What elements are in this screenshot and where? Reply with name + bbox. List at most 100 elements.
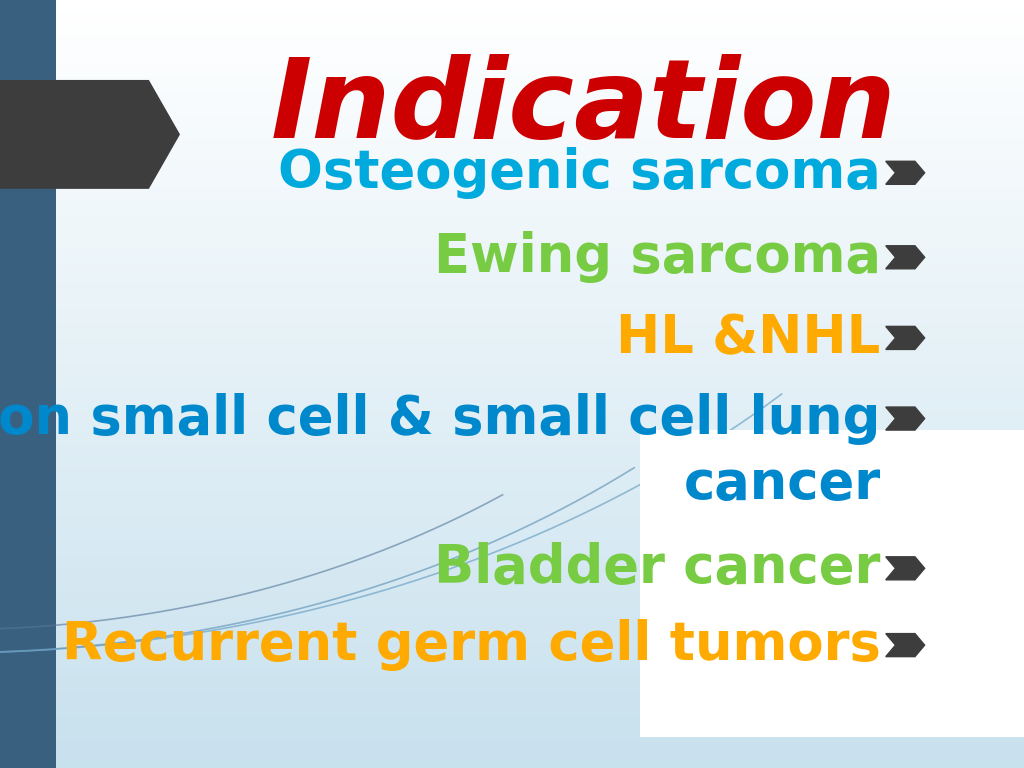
Bar [0, 271, 1024, 274]
Bar [0, 338, 1024, 340]
Bar [0, 578, 1024, 581]
Bar [0, 0, 56, 768]
Bar [0, 415, 1024, 417]
Polygon shape [886, 407, 925, 430]
Polygon shape [886, 557, 925, 580]
Bar [0, 384, 1024, 386]
Bar [0, 31, 1024, 33]
Bar [0, 601, 1024, 604]
Bar [0, 169, 1024, 171]
Bar [0, 689, 1024, 691]
Bar [0, 591, 1024, 594]
Bar [0, 13, 1024, 15]
Bar [0, 297, 1024, 300]
Bar [0, 213, 1024, 215]
Bar [0, 448, 1024, 451]
Bar [0, 684, 1024, 686]
Bar [0, 614, 1024, 617]
Bar [0, 79, 1024, 82]
Bar [0, 330, 1024, 333]
Bar [0, 635, 1024, 637]
Bar [0, 530, 1024, 532]
Bar [0, 44, 1024, 46]
Bar [0, 471, 1024, 474]
Bar [0, 179, 1024, 182]
Bar [0, 102, 1024, 105]
Bar [0, 323, 1024, 325]
Bar [0, 141, 1024, 144]
Bar [0, 399, 1024, 402]
Bar [640, 430, 1024, 737]
Bar [0, 722, 1024, 724]
Bar [0, 217, 1024, 220]
Bar [0, 750, 1024, 753]
Bar [0, 589, 1024, 591]
Bar [0, 482, 1024, 484]
Bar [0, 192, 1024, 194]
Bar [0, 666, 1024, 668]
Bar [0, 735, 1024, 737]
Bar [0, 643, 1024, 645]
Bar [0, 300, 1024, 302]
Bar [0, 194, 1024, 197]
Bar [0, 515, 1024, 517]
Bar [0, 190, 1024, 192]
Bar [0, 455, 1024, 458]
Bar [0, 709, 1024, 712]
Bar [0, 159, 1024, 161]
Bar [0, 532, 1024, 535]
Bar [0, 494, 1024, 497]
Bar [0, 499, 1024, 502]
Bar [0, 113, 1024, 115]
Bar [0, 121, 1024, 123]
Bar [0, 313, 1024, 315]
Bar [0, 555, 1024, 558]
Bar [0, 753, 1024, 755]
Bar [0, 543, 1024, 545]
Bar [0, 394, 1024, 397]
Bar [0, 82, 1024, 84]
Bar [0, 215, 1024, 217]
Text: Non small cell & small cell lung: Non small cell & small cell lung [0, 392, 881, 445]
Bar [0, 512, 1024, 515]
Bar [0, 240, 1024, 243]
Bar [0, 233, 1024, 236]
Bar [0, 167, 1024, 169]
Bar [0, 210, 1024, 213]
Bar [0, 407, 1024, 409]
Bar [0, 670, 1024, 674]
Bar [0, 676, 1024, 678]
Bar [0, 202, 1024, 205]
Bar [0, 266, 1024, 269]
Bar [0, 630, 1024, 632]
Bar [0, 463, 1024, 466]
Bar [0, 640, 1024, 643]
Bar [0, 220, 1024, 223]
Bar [0, 420, 1024, 422]
Bar [0, 563, 1024, 566]
Bar [0, 177, 1024, 179]
Bar [0, 274, 1024, 276]
Bar [0, 371, 1024, 374]
Bar [0, 46, 1024, 48]
Bar [0, 123, 1024, 125]
Bar [0, 409, 1024, 412]
Bar [0, 412, 1024, 415]
Bar [0, 548, 1024, 551]
Bar [0, 105, 1024, 108]
Bar [0, 428, 1024, 430]
Bar [0, 507, 1024, 509]
Bar [0, 609, 1024, 612]
Bar [0, 307, 1024, 310]
Bar [0, 18, 1024, 21]
Polygon shape [886, 326, 925, 349]
Bar [0, 156, 1024, 159]
Bar [0, 586, 1024, 589]
Bar [0, 637, 1024, 640]
Bar [0, 430, 1024, 432]
Bar [0, 484, 1024, 486]
Bar [0, 740, 1024, 743]
Bar [0, 200, 1024, 202]
Bar [0, 41, 1024, 44]
Polygon shape [0, 81, 179, 188]
